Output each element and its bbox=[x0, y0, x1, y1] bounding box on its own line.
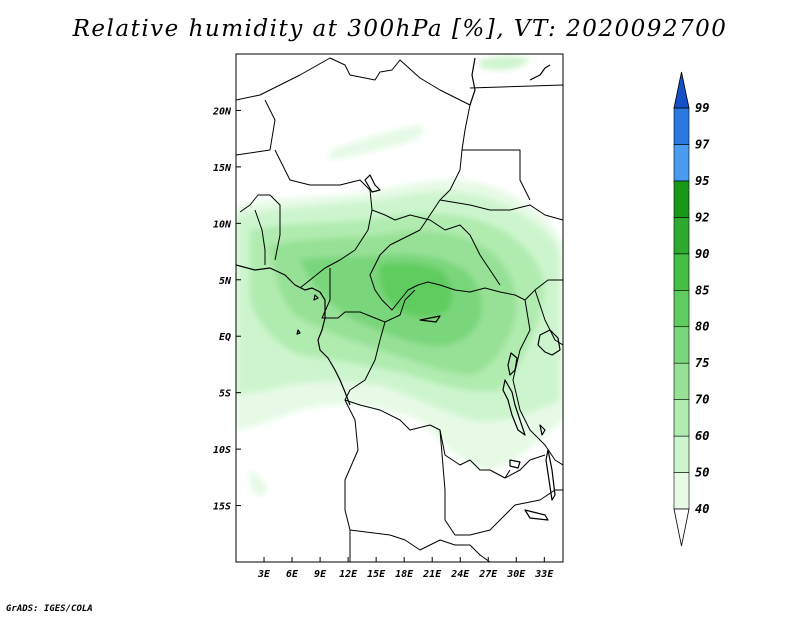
colorbar-label: 40 bbox=[695, 502, 709, 516]
lake-chad bbox=[364, 174, 381, 193]
map-frame bbox=[235, 53, 564, 563]
x-tick-label: 27E bbox=[478, 569, 498, 580]
colorbar-segment bbox=[673, 326, 690, 364]
y-tick-label: 15N bbox=[213, 163, 232, 174]
x-tick-label: 24E bbox=[450, 569, 470, 580]
colorbar-label: 75 bbox=[695, 356, 709, 370]
colorbar: 40 50 60 70 75 80 85 90 92 95 97 99 bbox=[673, 71, 710, 547]
lake-kivu bbox=[507, 352, 518, 376]
border-congo bbox=[321, 268, 511, 479]
x-tick-label: 12E bbox=[339, 569, 358, 580]
colorbar-label: 80 bbox=[695, 320, 709, 334]
colorbar-bottom-arrow bbox=[673, 508, 690, 547]
gulf-of-guinea-coast bbox=[236, 264, 351, 406]
colorbar-label: 99 bbox=[695, 101, 709, 115]
humidity-patch-nile bbox=[480, 56, 530, 70]
border-benin-togo bbox=[239, 194, 281, 261]
lake-victoria bbox=[537, 329, 561, 356]
border-congo-car bbox=[384, 289, 416, 323]
y-tick-label: 10S bbox=[213, 445, 231, 456]
colorbar-label: 97 bbox=[695, 137, 710, 151]
colorbar-label: 92 bbox=[695, 210, 709, 224]
colorbar-top-arrow bbox=[673, 71, 690, 109]
colorbar-segment bbox=[673, 289, 690, 328]
y-tick-label: 10N bbox=[213, 219, 232, 230]
y-tick-label: 5N bbox=[219, 276, 232, 287]
x-tick-label: 33E bbox=[534, 569, 554, 580]
colorbar-label: 90 bbox=[695, 247, 709, 261]
y-tick-label: EQ bbox=[219, 332, 231, 343]
colorbar-segment bbox=[673, 144, 690, 182]
border-egypt bbox=[469, 84, 563, 89]
coastlines bbox=[236, 57, 561, 521]
border-sudan-south bbox=[439, 199, 563, 221]
colorbar-segment bbox=[673, 399, 690, 437]
colorbar-segment bbox=[673, 362, 690, 400]
colorbar-segment bbox=[673, 253, 690, 291]
colorbar-label: 50 bbox=[695, 466, 709, 480]
colorbar-segment bbox=[673, 217, 690, 255]
border-angola-south bbox=[349, 529, 491, 562]
x-tick-label: 15E bbox=[367, 569, 386, 580]
colorbar-segment bbox=[673, 107, 690, 145]
border-drc-east bbox=[512, 299, 531, 381]
humidity-patch-south bbox=[249, 470, 267, 496]
border-car-north bbox=[371, 209, 501, 286]
x-tick-label: 30E bbox=[506, 569, 526, 580]
x-tick-label: 3E bbox=[257, 569, 271, 580]
border-tanzania bbox=[512, 379, 563, 466]
y-axis: 20N 15N 10N 5N EQ 5S 10S 15S bbox=[212, 106, 241, 513]
border-zambia bbox=[439, 429, 563, 536]
bioko-island bbox=[313, 294, 319, 301]
humidity-field bbox=[236, 56, 563, 496]
border-sudan-east bbox=[462, 149, 531, 201]
lake-malawi bbox=[545, 449, 556, 501]
x-axis: 3E 6E 9E 12E 15E 18E 21E 24E 27E 30E 33E bbox=[257, 557, 554, 580]
lake-kariba bbox=[524, 509, 549, 521]
congo-river-bend bbox=[419, 315, 441, 323]
sao-tome-island bbox=[296, 329, 301, 335]
x-tick-label: 9E bbox=[314, 569, 327, 580]
colorbar-segment bbox=[673, 180, 690, 218]
colorbar-segment bbox=[673, 435, 690, 473]
border-angola-west bbox=[344, 399, 359, 562]
colorbar-label: 70 bbox=[695, 393, 709, 407]
country-borders bbox=[236, 57, 563, 562]
y-tick-label: 20N bbox=[212, 106, 232, 117]
border-mali-niger bbox=[236, 99, 276, 156]
map-title: Relative humidity at 300hPa [%], VT: 202… bbox=[72, 16, 728, 42]
x-tick-label: 18E bbox=[395, 569, 414, 580]
y-tick-label: 5S bbox=[219, 389, 231, 400]
border-malawi bbox=[504, 454, 546, 479]
red-sea-coast bbox=[529, 64, 551, 81]
border-ghana bbox=[254, 209, 266, 265]
colorbar-label: 85 bbox=[695, 283, 709, 297]
lake-rukwa bbox=[539, 424, 546, 436]
lake-tanganyika bbox=[502, 379, 526, 436]
colorbar-label: 60 bbox=[695, 429, 709, 443]
x-tick-label: 6E bbox=[286, 569, 299, 580]
nile-river bbox=[469, 57, 476, 106]
border-sahel bbox=[236, 57, 563, 311]
y-tick-label: 15S bbox=[213, 502, 231, 513]
grads-credit: GrADS: IGES/COLA bbox=[6, 604, 93, 614]
colorbar-segment bbox=[673, 472, 690, 510]
humidity-patch-north bbox=[330, 125, 424, 160]
lake-mweru bbox=[509, 459, 521, 469]
colorbar-label: 95 bbox=[695, 174, 709, 188]
x-tick-label: 21E bbox=[422, 569, 442, 580]
